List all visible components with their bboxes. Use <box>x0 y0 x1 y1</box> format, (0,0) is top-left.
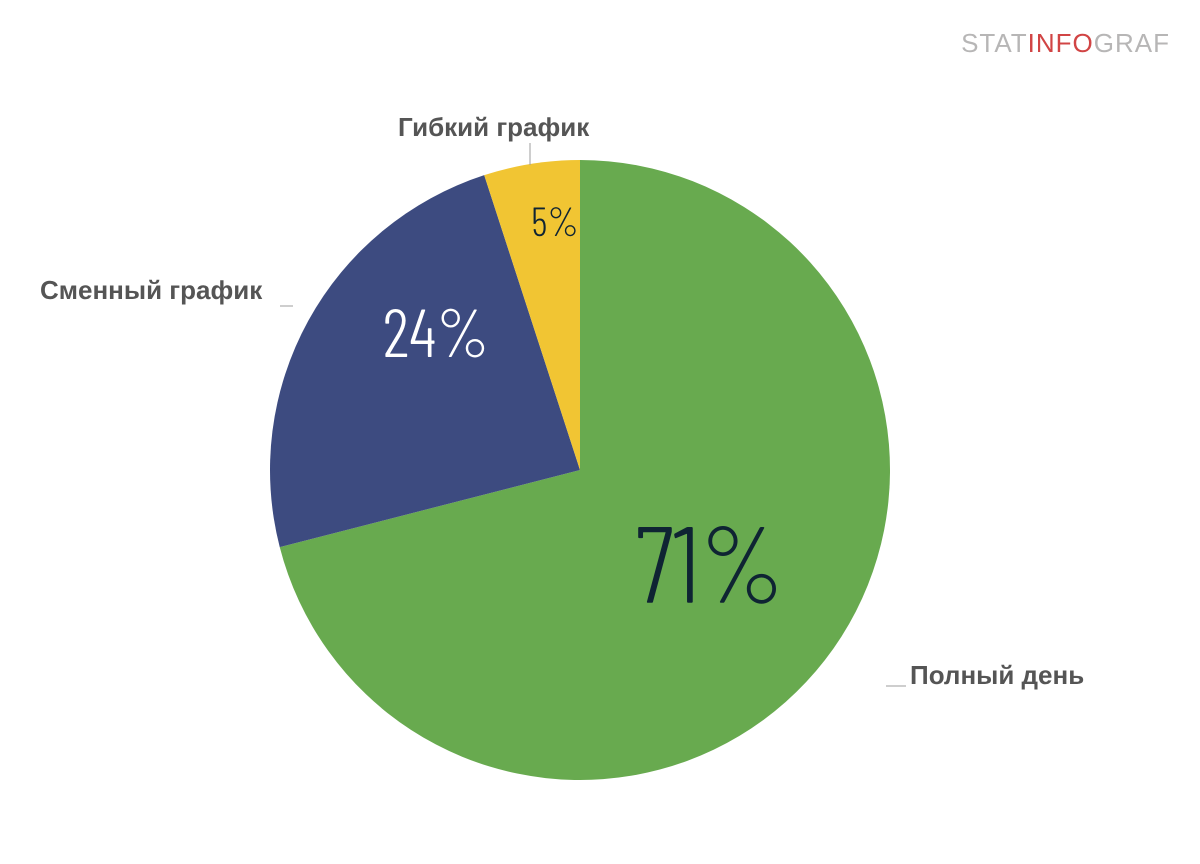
label-flex: Гибкий график <box>398 112 589 143</box>
label-full-day: Полный день <box>910 660 1084 691</box>
chart-canvas: STATINFOGRAF Полный день Сменный график … <box>0 0 1200 864</box>
label-shift: Сменный график <box>40 275 262 306</box>
value-full-day: 71% <box>635 495 784 625</box>
value-flex: 5% <box>531 196 578 244</box>
value-shift: 24% <box>382 289 489 371</box>
pie-chart <box>0 0 1200 864</box>
